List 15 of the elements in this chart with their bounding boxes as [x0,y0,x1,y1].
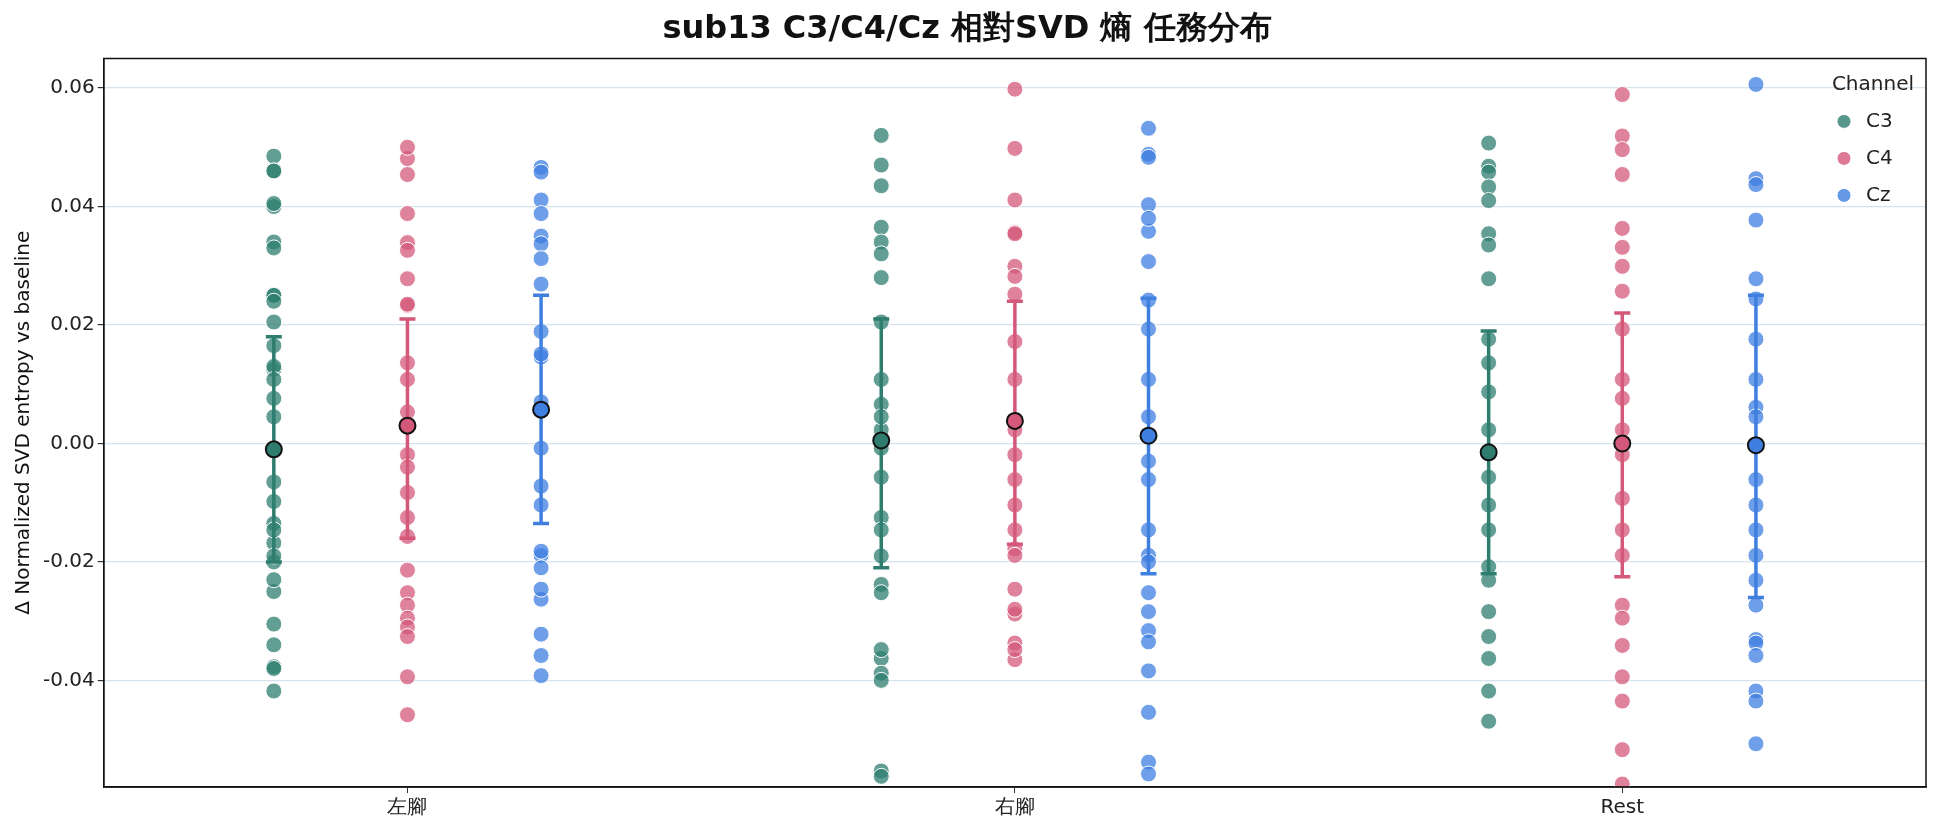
legend-title: Channel [1831,70,1914,95]
legend-label: Cz [1866,181,1891,206]
x-tick-label: Rest [1600,794,1645,819]
y-axis-title: Δ Normalized SVD entropy vs baseline [10,230,35,615]
y-tick-label: -0.04 [43,666,95,691]
legend-label: C4 [1866,144,1893,169]
x-tick-label: 左腳 [387,794,428,819]
chart-title: sub13 C3/C4/Cz 相對SVD 熵 任務分布 [662,7,1272,46]
y-tick-label: 0.04 [50,192,95,217]
legend-label: C3 [1866,107,1893,132]
y-tick-label: 0.00 [50,429,95,454]
x-tick-label: 右腳 [994,794,1035,819]
y-tick-label: 0.02 [50,311,95,336]
y-tick-label: -0.02 [43,548,95,573]
y-tick-label: 0.06 [50,74,95,99]
